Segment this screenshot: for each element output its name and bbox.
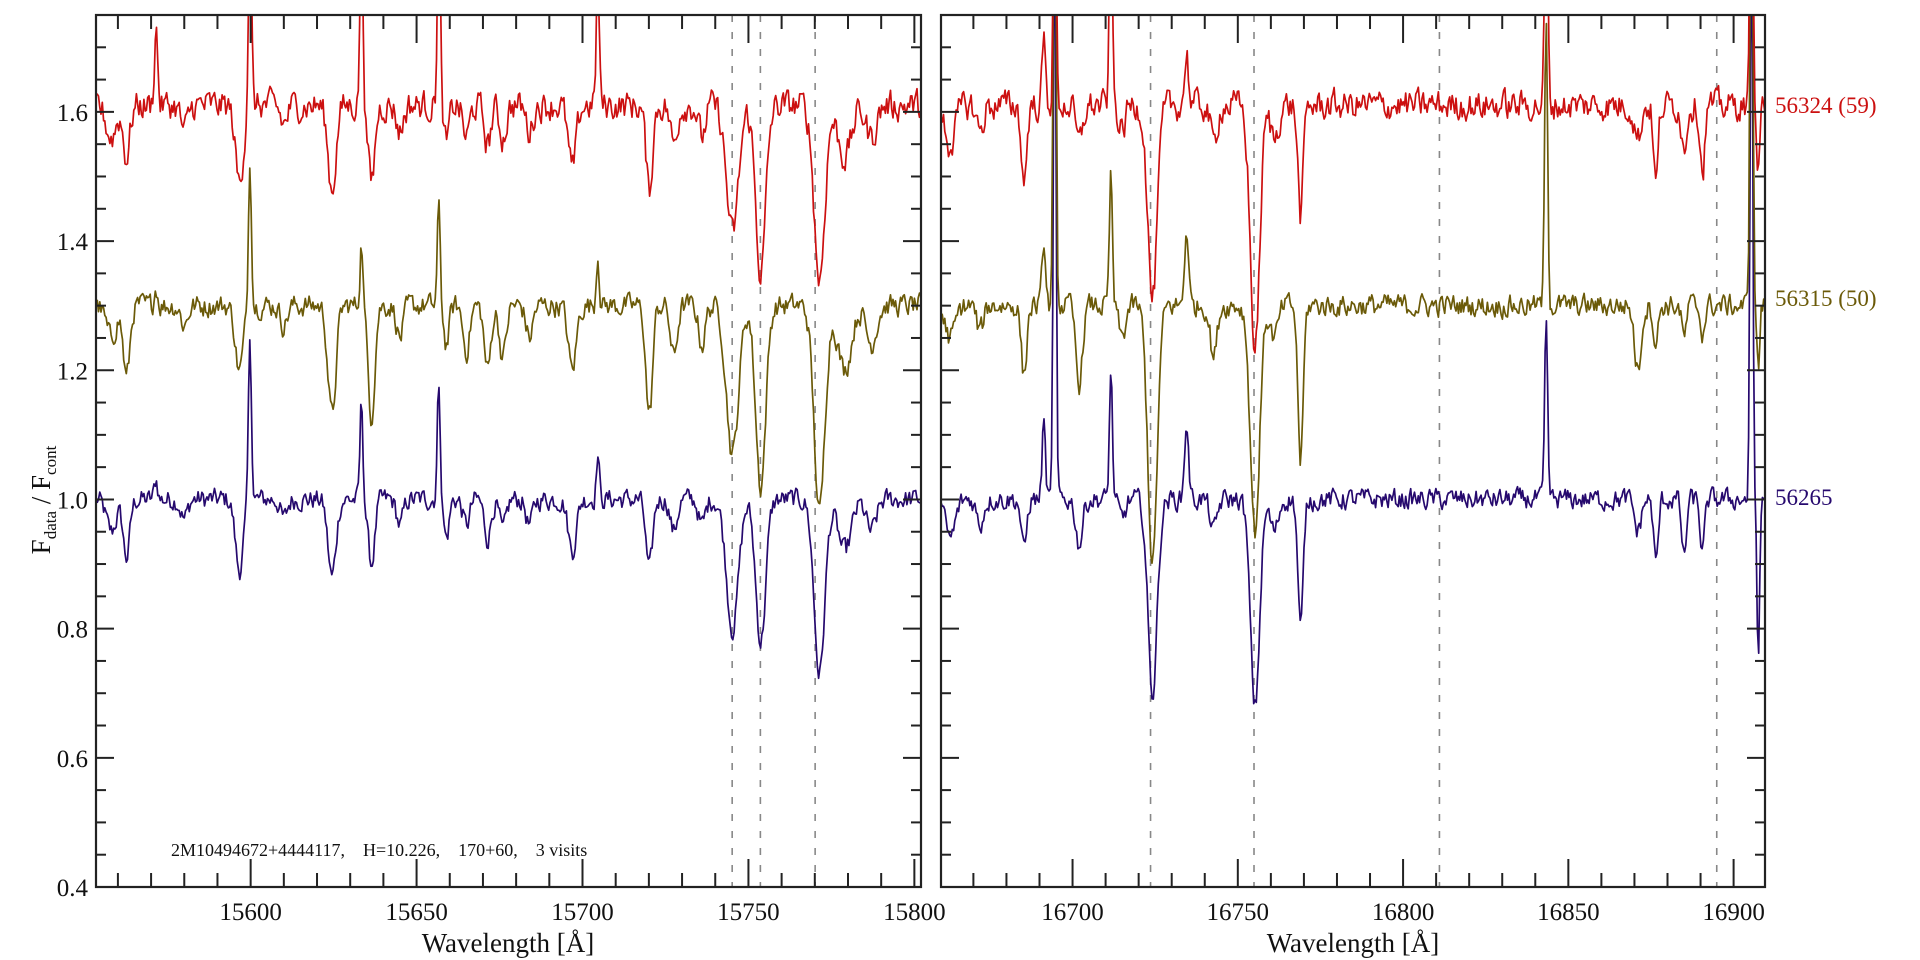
series-label-56315: 56315 (50) <box>1775 286 1877 311</box>
y-tick-label: 1.4 <box>57 229 89 256</box>
x-axis-label-right: Wavelength [Å] <box>1267 928 1440 958</box>
y-tick-label: 0.8 <box>57 617 88 644</box>
spectrum-56265 <box>941 15 1765 705</box>
x-tick-label: 15700 <box>551 899 614 926</box>
y-tick-label: 0.6 <box>57 746 88 773</box>
y-tick-label: 1.6 <box>57 100 88 127</box>
plot-frame <box>939 13 1767 889</box>
x-tick-label: 16800 <box>1372 899 1435 926</box>
x-tick-label: 16750 <box>1207 899 1270 926</box>
x-tick-label: 15750 <box>717 899 780 926</box>
x-tick-label: 16900 <box>1702 899 1765 926</box>
x-tick-label: 16700 <box>1041 899 1104 926</box>
x-tick-label: 15800 <box>883 899 946 926</box>
plot-frame <box>94 13 923 889</box>
series-label-56324: 56324 (59) <box>1775 93 1877 118</box>
spectrum-56324 <box>96 15 921 287</box>
left-panel: 15600 15650 15700 15750 15800 0.4 0.6 0.8 1.0 1.2… <box>57 13 946 926</box>
x-tick-label: 15650 <box>385 899 448 926</box>
y-tick-label: 0.4 <box>57 875 89 902</box>
x-tick-label: 15600 <box>219 899 282 926</box>
x-tick-label: 16850 <box>1537 899 1600 926</box>
right-panel: 16700 16750 16800 16850 16900 <box>939 13 1767 926</box>
spectrum-56324 <box>941 15 1765 354</box>
series-label-56265: 56265 <box>1775 485 1833 510</box>
y-tick-label: 1.0 <box>57 487 88 514</box>
y-tick-label: 1.2 <box>57 358 88 385</box>
star-annotation: 2M10494672+4444117, H=10.226, 170+60, 3 … <box>171 840 587 860</box>
spectrum-56315 <box>941 15 1765 565</box>
x-axis-label-left: Wavelength [Å] <box>422 928 595 958</box>
y-axis-label: Fdata / Fcont <box>26 445 60 554</box>
spectrum-56265 <box>96 339 921 680</box>
spectrum-56315 <box>96 167 921 505</box>
